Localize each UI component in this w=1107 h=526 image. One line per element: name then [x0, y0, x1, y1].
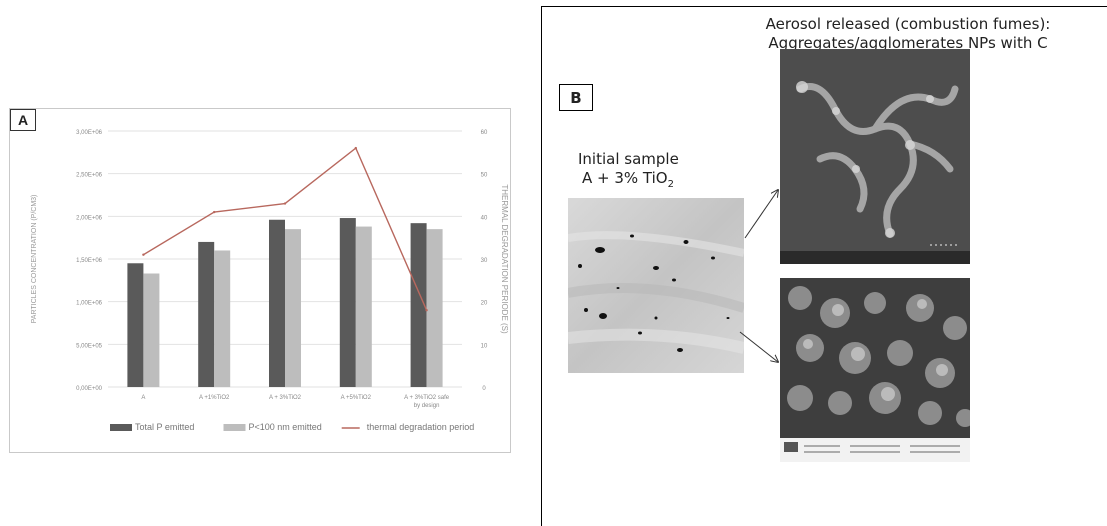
aerosol-caption: Aerosol released (combustion fumes): Agg…: [722, 15, 1094, 53]
initial-caption-line2: A + 3% TiO2: [578, 169, 678, 194]
bar-p100-3: [355, 226, 372, 387]
y2-tick-label: 60: [481, 130, 488, 136]
legend-label-0: Total P emitted: [135, 422, 194, 432]
y2-tick-label: 40: [481, 215, 488, 221]
y-tick-label: 1,50E+06: [76, 258, 103, 264]
y-tick-label: 2,00E+06: [76, 215, 103, 221]
bar-total-4: [410, 223, 427, 387]
initial-sample-photo: [568, 198, 744, 373]
initial-caption-subscript: 2: [667, 179, 674, 190]
initial-caption-text: A + 3% TiO: [582, 169, 668, 187]
initial-sample-texture: [568, 198, 744, 373]
sem-image-combustion-fumes: [780, 49, 970, 264]
bar-p100-1: [214, 250, 231, 387]
y-tick-label: 1,00E+06: [76, 301, 103, 307]
y2-axis-label: THERMAL DEGRADATION PERIODE (S): [500, 184, 509, 334]
line-point-1: [213, 210, 216, 214]
panel-b-frame: [541, 6, 1107, 526]
x-tick-label: A: [141, 395, 145, 401]
line-point-0: [142, 253, 145, 256]
aerosol-caption-line2: Aggregates/agglomerates NPs with C: [768, 34, 1048, 52]
initial-sample-caption: Initial sample A + 3% TiO2: [578, 150, 679, 194]
y-tick-label: 3,00E+06: [76, 130, 103, 136]
x-tick-label: A + 3%TiO2: [269, 395, 302, 401]
y-tick-label: 2,50E+06: [76, 173, 103, 179]
legend-swatch-1: [223, 424, 246, 431]
bar-p100-2: [285, 229, 301, 387]
legend-label-1: P<100 nm emitted: [249, 422, 322, 432]
bar-total-0: [127, 263, 144, 387]
arrow-to-fumes: [744, 190, 778, 239]
bar-line-chart: 0,00E+00 5,00E+05 1,00E+06 1,50E+06 2,00E+06…: [31, 130, 509, 432]
y2-tick-label: 20: [481, 301, 488, 307]
line-point-3: [354, 146, 357, 150]
line-point-4: [425, 309, 428, 312]
y2-tick-label: 10: [481, 343, 488, 349]
y2-tick-label: 50: [481, 173, 488, 179]
aerosol-caption-line1: Aerosol released (combustion fumes):: [765, 15, 1051, 33]
y-tick-label: 5,00E+05: [76, 343, 103, 349]
x-tick-label: A + 3%TiO2 safe: [404, 395, 450, 401]
bar-total-3: [339, 218, 356, 387]
arrow-to-ashes: [739, 331, 778, 362]
sem-fumes-texture: [780, 49, 970, 264]
initial-caption-line1: Initial sample: [578, 150, 679, 168]
y-axis-label: PARTICLES CONCENTRATION (P/CM3): [31, 195, 38, 324]
legend-label-2: thermal degradation period: [367, 422, 475, 432]
y2-tick-label: 30: [481, 258, 488, 264]
y2-tick-label: 0: [482, 386, 486, 392]
x-tick-label: A +1%TiO2: [199, 395, 230, 401]
x-tick-label: A +5%TiO2: [341, 395, 372, 401]
sem-ashes-texture: [780, 278, 970, 462]
panel-a-label: A: [10, 109, 36, 131]
panel-b-label: B: [559, 84, 593, 111]
legend-swatch-0: [110, 424, 132, 431]
connector-arrows: [739, 0, 1107, 505]
line-point-2: [283, 202, 287, 205]
sem-image-ashes: [780, 278, 970, 462]
panel-a-chart: 0,00E+00 5,00E+05 1,00E+06 1,50E+06 2,00E+06…: [9, 108, 511, 453]
bar-p100-4: [426, 229, 443, 387]
bar-total-2: [269, 219, 285, 387]
y-tick-label: 0,00E+00: [76, 386, 103, 392]
x-tick-label: by design: [414, 403, 440, 409]
bar-p100-0: [143, 273, 160, 387]
bar-total-1: [198, 241, 215, 387]
